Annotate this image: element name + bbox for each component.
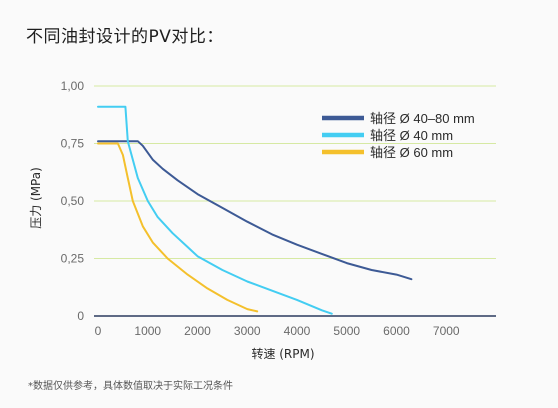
x-tick-label: 7000 <box>433 324 460 338</box>
y-tick-label: 0,50 <box>61 194 85 208</box>
y-tick-label: 0,75 <box>61 137 85 151</box>
page-title: 不同油封设计的PV对比： <box>26 27 224 47</box>
chart-legend: 轴径 Ø 40–80 mm 轴径 Ø 40 mm 轴径 Ø 60 mm <box>322 111 475 160</box>
x-tick-label: 4000 <box>284 324 311 338</box>
y-tick-label: 1,00 <box>61 79 85 93</box>
series-line-0 <box>97 140 413 281</box>
x-tick-label: 0 <box>95 324 102 338</box>
legend-label-0: 轴径 Ø 40–80 mm <box>370 111 475 126</box>
x-tick-label: 6000 <box>383 324 410 338</box>
y-tick-label: 0,25 <box>61 252 85 266</box>
chart-series-lines <box>97 105 413 315</box>
x-axis-label: 转速 (RPM) <box>251 346 314 361</box>
y-tick-label: 0 <box>77 309 84 323</box>
series-line-1 <box>97 105 333 315</box>
x-tick-label: 3000 <box>234 324 261 338</box>
chart-gridlines <box>94 85 496 259</box>
x-axis-ticks: 0 1000 2000 3000 4000 5000 6000 7000 <box>95 324 460 338</box>
series-line-2 <box>97 142 259 313</box>
legend-label-2: 轴径 Ø 60 mm <box>370 145 453 160</box>
legend-label-1: 轴径 Ø 40 mm <box>370 128 453 143</box>
footnote: *数据仅供参考，具体数值取决于实际工况条件 <box>28 381 233 392</box>
y-axis-label: 压力 (MPa) <box>29 167 43 229</box>
x-tick-label: 1000 <box>134 324 161 338</box>
x-tick-label: 5000 <box>333 324 360 338</box>
x-tick-label: 2000 <box>184 324 211 338</box>
y-axis-ticks: 0 0,25 0,50 0,75 1,00 <box>61 79 85 323</box>
